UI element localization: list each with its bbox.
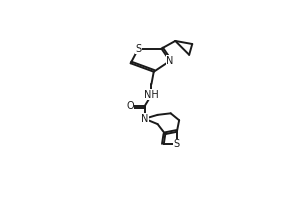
Text: N: N — [166, 56, 174, 66]
Text: S: S — [174, 139, 180, 149]
Text: S: S — [135, 44, 141, 54]
Text: NH: NH — [144, 90, 159, 100]
Text: O: O — [126, 101, 134, 111]
Text: N: N — [141, 114, 148, 124]
